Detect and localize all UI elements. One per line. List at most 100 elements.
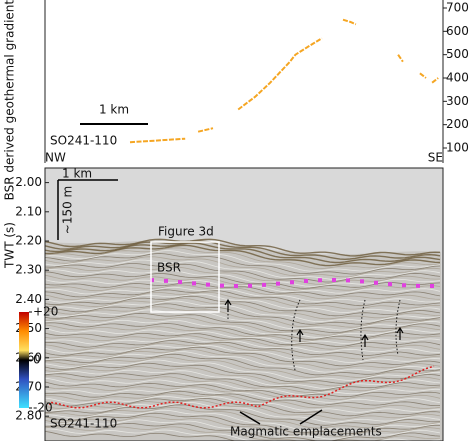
reflector xyxy=(45,256,441,278)
reflector xyxy=(45,353,441,376)
y2-tick-label: 600 xyxy=(446,24,469,38)
nw-label: NW xyxy=(45,151,66,165)
reflector xyxy=(45,282,441,297)
reflector xyxy=(45,263,441,283)
reflector xyxy=(45,431,238,441)
y-tick-label: 2.30 xyxy=(15,263,42,277)
arrow xyxy=(224,298,232,312)
reflector xyxy=(45,293,441,314)
colorbar-label: 0 xyxy=(33,353,41,367)
reflector xyxy=(45,298,441,320)
y-tick-label: 2.80 xyxy=(15,409,42,423)
reflector xyxy=(45,259,441,281)
reflector xyxy=(45,362,441,384)
reflector xyxy=(45,397,441,417)
reflector xyxy=(45,289,441,307)
reflector xyxy=(45,250,441,272)
scale-label: 1 km xyxy=(99,103,129,117)
reflector xyxy=(45,309,441,331)
magmatic-top xyxy=(49,365,435,409)
profile-label: SO241-110 xyxy=(50,417,117,431)
gradient-line xyxy=(129,18,439,144)
reflector xyxy=(45,386,441,401)
reflector xyxy=(45,274,441,291)
y2-axis-label: BSR derived geothermal gradient (°C/km) xyxy=(3,0,17,200)
bsr-label: BSR xyxy=(157,261,181,275)
annotation-arrows xyxy=(239,409,323,425)
y-axis-label: TWT (s) xyxy=(3,222,17,269)
arrow xyxy=(396,326,404,340)
reflector xyxy=(45,346,441,367)
reflector xyxy=(45,322,441,340)
scale-label: 1 km xyxy=(62,167,92,181)
reflector xyxy=(45,377,441,395)
y-tick-label: 2.40 xyxy=(15,292,42,306)
reflector xyxy=(45,238,441,257)
y-tick-label: 2.10 xyxy=(15,204,42,218)
reflector xyxy=(45,369,441,389)
se-label: SE xyxy=(428,151,443,165)
arrow xyxy=(361,333,369,347)
reflector xyxy=(45,388,441,404)
y2-tick-label: 100 xyxy=(446,141,469,155)
reflector xyxy=(45,401,441,423)
reflector xyxy=(45,286,441,303)
reflector xyxy=(45,381,441,398)
reflector xyxy=(45,316,441,336)
reflector xyxy=(45,306,441,328)
reflector xyxy=(45,356,441,378)
reflector xyxy=(45,399,441,420)
reflector xyxy=(45,375,441,394)
reflector xyxy=(45,393,441,410)
y2-tick-label: 400 xyxy=(446,71,469,85)
reflector xyxy=(45,279,441,294)
gradient-panel: 100 200 300 400 500 600 700 BSR derived geother… xyxy=(3,0,469,200)
reflector xyxy=(45,342,441,360)
vertical-scale-label: ~150 m xyxy=(61,186,75,234)
reflector xyxy=(45,253,441,275)
reflector xyxy=(45,240,441,261)
reflector xyxy=(45,351,441,373)
arrow xyxy=(296,328,304,342)
seismic-panel: 2.002.102.202.302.402.502.602.702.80TWT … xyxy=(3,167,444,441)
reflector xyxy=(45,412,441,435)
reflector xyxy=(45,359,440,381)
reflector xyxy=(45,390,440,406)
reflector xyxy=(45,337,440,353)
y2-tick-label: 700 xyxy=(446,1,469,15)
reflector xyxy=(45,419,441,440)
reflector xyxy=(45,328,441,344)
y2-tick-label: 200 xyxy=(446,117,469,131)
reflector xyxy=(45,416,441,437)
y2-tick-label: 300 xyxy=(446,94,469,108)
reflector xyxy=(45,395,441,413)
reflector xyxy=(45,409,441,432)
annotation: Magmatic emplacements xyxy=(230,425,382,439)
reflector xyxy=(45,244,441,267)
reflector xyxy=(45,428,441,441)
reflector xyxy=(45,303,441,325)
colorbar-label: -20 xyxy=(33,401,53,415)
reflector xyxy=(45,373,441,391)
reflector xyxy=(45,324,441,342)
seismic-image xyxy=(45,168,443,441)
bsr-picks xyxy=(150,278,434,288)
fluid-pathway xyxy=(291,299,301,371)
reflector xyxy=(45,406,441,429)
reflector xyxy=(45,422,441,441)
reflector xyxy=(45,332,441,347)
reflector xyxy=(45,344,441,363)
reflector xyxy=(45,284,441,300)
axes-frame xyxy=(44,0,444,163)
y2-tick-label: 500 xyxy=(446,47,469,61)
reflector xyxy=(45,335,441,350)
reflector xyxy=(45,340,441,356)
profile-label: SO241-110 xyxy=(50,134,117,148)
reflector xyxy=(45,242,441,264)
reflector xyxy=(45,404,441,426)
colorbar xyxy=(19,312,29,408)
y-tick-label: 2.00 xyxy=(15,175,42,189)
y-tick-label: 2.20 xyxy=(15,233,42,247)
